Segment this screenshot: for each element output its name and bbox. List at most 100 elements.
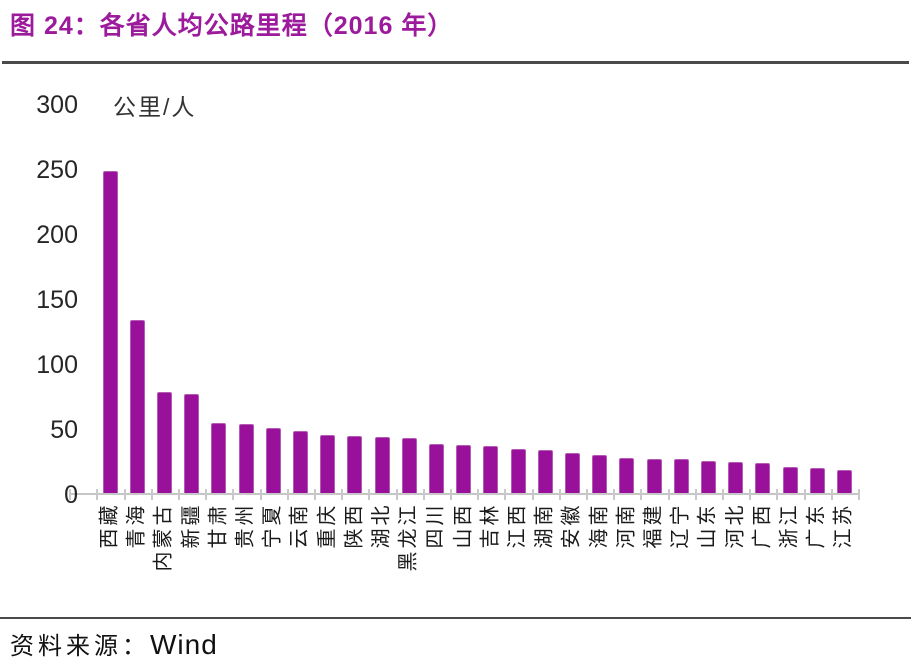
x-axis-category-label: 湖北 (370, 502, 393, 548)
bar-chart: 公里/人 0 50 100 150 200 250 300 西藏青海内蒙古新疆甘肃贵州宁夏云南… (0, 64, 911, 612)
bar-内蒙古 (156, 391, 172, 493)
bar-海南 (592, 455, 608, 493)
bar-湖南 (537, 450, 553, 493)
x-axis-category-label: 湖南 (533, 502, 556, 548)
x-axis-category-label: 宁夏 (261, 502, 284, 548)
x-axis-category-label: 西藏 (98, 502, 121, 548)
x-axis-tick (259, 489, 262, 500)
x-axis-category-label: 海南 (588, 502, 611, 548)
y-axis-tick-label: 0 (0, 482, 78, 508)
data-source-name: Wind (150, 629, 218, 660)
y-axis-tick-label: 150 (36, 286, 78, 314)
y-axis-tick-label: 250 (36, 156, 78, 184)
bar-黑龙江 (401, 438, 417, 493)
x-axis-line (69, 493, 859, 495)
x-axis-category-label: 安徽 (560, 502, 583, 548)
bar-山东 (700, 460, 716, 493)
bar-广东 (809, 468, 825, 493)
bar-贵州 (238, 424, 254, 493)
bar-江西 (510, 448, 526, 493)
bar-浙江 (782, 467, 798, 493)
x-axis-tick (749, 489, 752, 500)
bar-青海 (129, 320, 145, 493)
x-axis-category-label: 山西 (452, 502, 475, 548)
x-axis-tick (586, 489, 588, 500)
bar-广西 (755, 463, 771, 493)
data-source-label: 资料来源： (10, 634, 150, 660)
y-axis-tick-label: 300 (36, 91, 78, 119)
x-axis-tick (178, 489, 180, 500)
x-axis-tick (368, 489, 371, 500)
x-axis-category-label: 福建 (642, 502, 665, 548)
bar-福建 (646, 459, 662, 493)
x-axis-tick (803, 489, 806, 500)
x-axis-category-label: 广东 (805, 502, 828, 548)
x-axis-tick (69, 489, 72, 500)
x-axis-category-label: 云南 (288, 502, 311, 548)
x-axis-category-label: 黑龙江 (397, 502, 420, 571)
x-axis-tick (422, 489, 425, 500)
x-axis-tick (341, 489, 344, 500)
title-divider-line (2, 61, 909, 64)
bar-甘肃 (211, 422, 227, 493)
x-axis-category-label: 浙江 (778, 502, 801, 548)
x-axis-category-label: 广西 (751, 502, 774, 548)
bar-云南 (292, 430, 308, 493)
x-axis-tick (613, 489, 616, 500)
x-axis-tick (205, 489, 208, 500)
x-axis-tick (558, 489, 561, 500)
x-axis-tick (830, 489, 833, 500)
bar-安徽 (564, 452, 580, 493)
x-axis-category-label: 甘肃 (207, 502, 230, 548)
x-axis-tick (123, 489, 126, 500)
y-axis-unit-label: 公里/人 (113, 94, 197, 120)
bar-河北 (728, 461, 744, 493)
x-axis-tick (776, 489, 779, 500)
bar-吉林 (483, 446, 499, 493)
x-axis-category-label: 山东 (696, 502, 719, 548)
x-axis-tick (232, 489, 235, 500)
x-axis-category-label: 内蒙古 (152, 502, 175, 571)
bar-宁夏 (265, 428, 281, 493)
x-axis-category-label: 四川 (424, 502, 447, 548)
x-axis-tick (504, 489, 507, 500)
x-axis-tick (531, 489, 534, 500)
x-axis-tick (395, 489, 398, 500)
x-axis-category-label: 河北 (724, 502, 747, 548)
bar-陕西 (347, 435, 363, 493)
bar-湖北 (374, 437, 390, 493)
x-axis-category-label: 江苏 (832, 502, 855, 548)
x-axis-tick (640, 489, 643, 500)
x-axis-category-label: 辽宁 (669, 502, 692, 548)
figure-title: 图 24：各省人均公路里程（2016 年） (10, 12, 454, 40)
footer-divider-line (0, 617, 911, 619)
x-axis-tick (858, 489, 860, 500)
x-axis-category-label: 江西 (506, 502, 529, 548)
bar-江苏 (836, 469, 852, 493)
x-axis-category-label: 重庆 (316, 502, 339, 548)
x-axis-category-label: 青海 (125, 502, 148, 548)
bar-新疆 (184, 394, 200, 493)
x-axis-category-label: 陕西 (343, 502, 366, 548)
x-axis-category-label: 吉林 (479, 502, 502, 548)
x-axis-tick (667, 489, 670, 500)
x-axis-category-label: 新疆 (180, 502, 203, 548)
x-axis-tick (477, 489, 480, 500)
x-axis-tick (286, 489, 289, 500)
bar-西藏 (102, 170, 118, 493)
y-axis-tick-label: 200 (36, 221, 78, 249)
x-axis-category-label: 河南 (615, 502, 638, 548)
x-axis-tick (722, 489, 724, 500)
bar-重庆 (320, 434, 336, 493)
x-axis-category-label: 贵州 (234, 502, 257, 548)
bar-辽宁 (673, 459, 689, 493)
y-axis-tick-label: 100 (36, 351, 78, 379)
bar-四川 (428, 443, 444, 493)
x-axis-tick (150, 489, 153, 500)
bar-河南 (619, 457, 635, 493)
x-axis-tick (96, 489, 99, 500)
bar-山西 (456, 444, 472, 493)
data-source-caption: 资料来源：Wind (10, 626, 218, 661)
x-axis-tick (694, 489, 697, 500)
